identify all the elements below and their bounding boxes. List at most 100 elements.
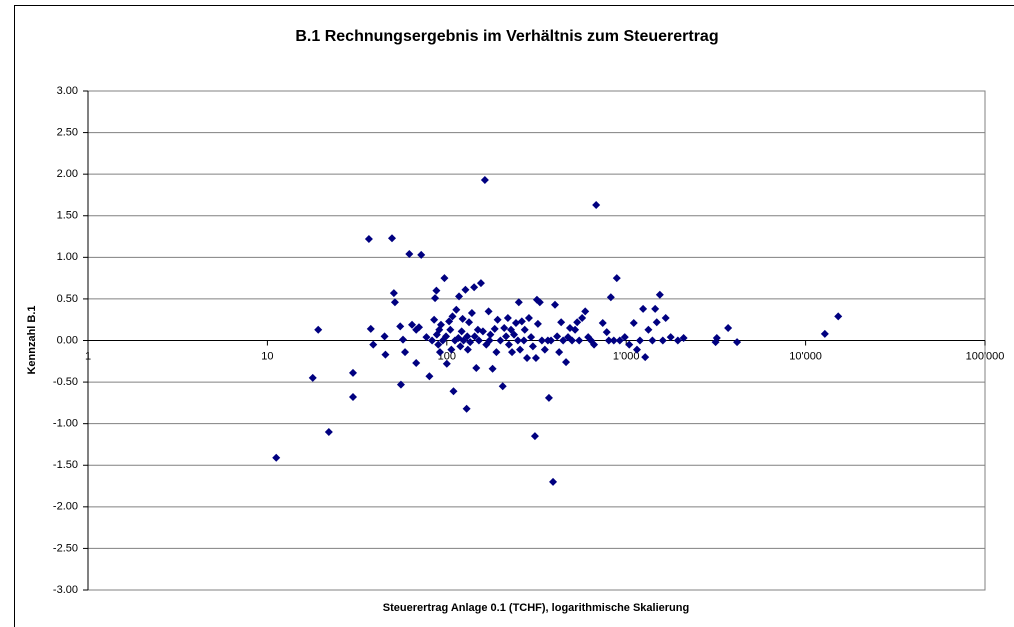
data-point <box>575 336 584 345</box>
data-point <box>462 404 471 413</box>
data-point <box>568 336 577 345</box>
x-tick-label: 1'000 <box>613 350 640 362</box>
y-tick-label: -1.00 <box>53 418 78 430</box>
data-point <box>513 336 522 345</box>
data-point <box>366 324 375 333</box>
data-point <box>364 235 373 244</box>
data-point <box>820 329 829 338</box>
data-point <box>632 345 641 354</box>
data-point <box>476 279 485 288</box>
data-point <box>606 293 615 302</box>
data-point <box>673 336 682 345</box>
data-point <box>540 345 549 354</box>
data-point <box>615 336 624 345</box>
data-point <box>524 314 533 323</box>
data-point <box>308 373 317 382</box>
data-point <box>581 307 590 316</box>
x-tick-label: 100'000 <box>966 350 1005 362</box>
data-point <box>486 330 495 339</box>
x-tick-label: 10 <box>261 350 273 362</box>
data-point <box>484 307 493 316</box>
data-point <box>658 336 667 345</box>
data-point <box>514 298 523 307</box>
data-point <box>551 300 560 309</box>
data-point <box>519 336 528 345</box>
data-point <box>348 368 357 377</box>
data-point <box>442 332 451 341</box>
data-point <box>461 285 470 294</box>
data-point <box>396 322 405 331</box>
data-point <box>448 312 457 321</box>
data-point <box>511 319 520 328</box>
data-point <box>644 325 653 334</box>
data-point <box>456 342 465 351</box>
data-point <box>449 387 458 396</box>
data-point <box>535 298 544 307</box>
data-point <box>417 250 426 259</box>
data-point <box>422 333 431 342</box>
data-point <box>547 336 556 345</box>
x-tick-label: 10'000 <box>789 350 822 362</box>
data-point <box>458 314 467 323</box>
data-point <box>447 345 456 354</box>
y-tick-label: -1.50 <box>53 459 78 471</box>
data-point <box>620 333 629 342</box>
data-point <box>381 350 390 359</box>
data-point <box>639 304 648 313</box>
data-point <box>533 319 542 328</box>
y-tick-label: 0.50 <box>57 293 78 305</box>
data-point <box>457 327 466 336</box>
data-point <box>590 340 599 349</box>
data-point <box>455 292 464 301</box>
data-point <box>440 274 449 283</box>
data-point <box>527 333 536 342</box>
data-point <box>415 323 424 332</box>
data-point <box>399 335 408 344</box>
y-tick-label: 0.00 <box>57 334 78 346</box>
data-point <box>655 290 664 299</box>
data-point <box>446 325 455 334</box>
y-tick-label: 1.00 <box>57 251 78 263</box>
data-point <box>390 298 399 307</box>
data-point <box>463 345 472 354</box>
data-point <box>559 336 568 345</box>
data-point <box>528 342 537 351</box>
data-point <box>531 353 540 362</box>
data-point <box>625 340 634 349</box>
data-point <box>517 317 526 326</box>
data-point <box>504 340 513 349</box>
data-point <box>369 340 378 349</box>
y-tick-label: 2.50 <box>57 126 78 138</box>
data-point <box>578 314 587 323</box>
data-point <box>435 348 444 357</box>
y-tick-label: 1.50 <box>57 210 78 222</box>
data-point <box>635 336 644 345</box>
data-point <box>651 304 660 313</box>
data-point <box>602 328 611 337</box>
data-point <box>557 318 566 327</box>
data-point <box>470 283 479 292</box>
data-point <box>612 274 621 283</box>
data-point <box>510 330 519 339</box>
data-point <box>516 345 525 354</box>
data-point <box>463 332 472 341</box>
data-point <box>592 200 601 209</box>
data-point <box>388 234 397 243</box>
y-tick-label: -0.50 <box>53 376 78 388</box>
data-point <box>679 334 688 343</box>
data-point <box>508 348 517 357</box>
data-point <box>408 320 417 329</box>
data-point <box>434 340 443 349</box>
data-point <box>485 336 494 345</box>
data-point <box>396 380 405 389</box>
data-point <box>401 348 410 357</box>
y-tick-label: -2.50 <box>53 542 78 554</box>
data-point <box>314 325 323 334</box>
data-point <box>598 319 607 328</box>
chart-title: B.1 Rechnungsergebnis im Verhältnis zum … <box>295 28 718 45</box>
data-point <box>480 175 489 184</box>
y-axis-title: Kennzahl B.1 <box>26 305 38 374</box>
data-point <box>493 315 502 324</box>
data-point <box>641 353 650 362</box>
data-point <box>537 336 546 345</box>
